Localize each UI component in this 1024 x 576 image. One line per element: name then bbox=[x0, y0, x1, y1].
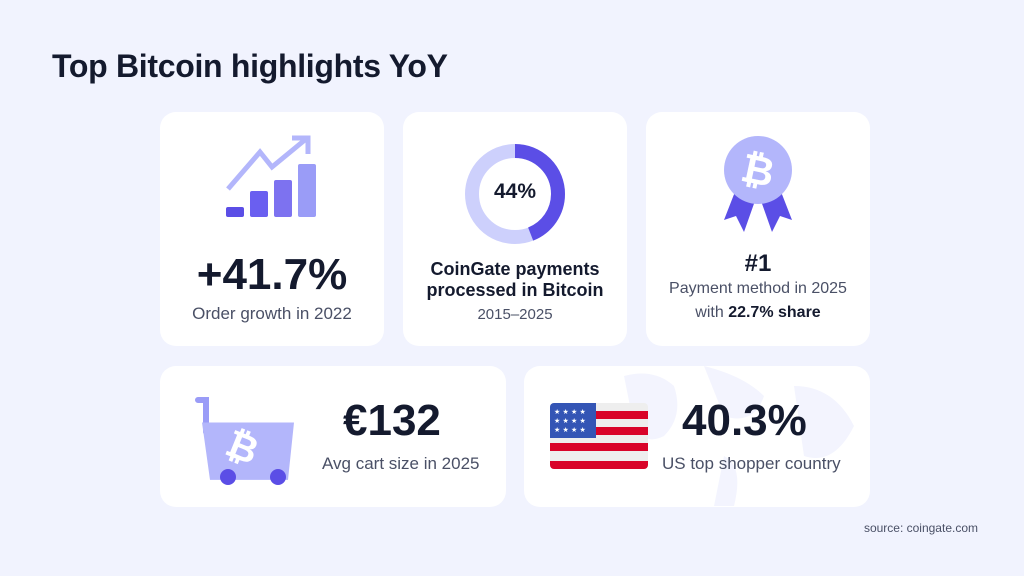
page-title: Top Bitcoin highlights YoY bbox=[52, 48, 448, 84]
payments-label-line1: CoinGate payments bbox=[430, 259, 600, 279]
source-credit: source: coingate.com bbox=[863, 521, 978, 535]
rank-share: 22.7% share bbox=[728, 304, 821, 321]
card-order-growth: +41.7% Order growth in 2022 bbox=[160, 112, 384, 346]
world-map-watermark bbox=[624, 366, 854, 506]
svg-text:★ ★ ★ ★: ★ ★ ★ ★ bbox=[554, 426, 586, 434]
rank-label-line1: Payment method in 2025 bbox=[669, 280, 847, 297]
growth-chart-icon bbox=[226, 135, 316, 217]
us-flag-icon: ★ ★ ★ ★★ ★ ★ ★★ ★ ★ ★ bbox=[550, 403, 648, 469]
order-growth-label: Order growth in 2022 bbox=[192, 304, 352, 323]
donut-value: 44% bbox=[493, 180, 537, 203]
svg-text:★ ★ ★ ★: ★ ★ ★ ★ bbox=[554, 417, 586, 425]
bitcoin-award-icon: ₿ bbox=[724, 136, 792, 232]
top-country-value: 40.3% bbox=[682, 396, 807, 445]
card-top-payment-method: ₿ #1 Payment method in 2025 with 22.7% s… bbox=[646, 112, 870, 346]
bitcoin-cart-icon: ₿ bbox=[195, 397, 294, 485]
donut-chart bbox=[465, 144, 565, 244]
rank-label-line2: with 22.7% share bbox=[646, 304, 870, 322]
rank-value: #1 bbox=[744, 250, 772, 277]
card-bitcoin-payments: 44% CoinGate payments processed in Bitco… bbox=[403, 112, 627, 346]
top-country-label: US top shopper country bbox=[662, 454, 841, 473]
rank-label-prefix: with bbox=[695, 304, 729, 321]
donut-slice-bitcoin bbox=[465, 144, 565, 244]
card-top-country: ★ ★ ★ ★ ★ ★ ★ ★ ★ ★ ★ ★ 40.3% US top shopp… bbox=[524, 366, 870, 507]
avg-cart-value: €132 bbox=[343, 396, 441, 445]
avg-cart-label: Avg cart size in 2025 bbox=[322, 454, 480, 473]
card-avg-cart: ₿ €132 Avg cart size in 2025 bbox=[160, 366, 506, 507]
payments-period: 2015–2025 bbox=[477, 306, 553, 323]
svg-text:★ ★ ★ ★: ★ ★ ★ ★ bbox=[554, 408, 586, 416]
order-growth-value: +41.7% bbox=[196, 250, 348, 299]
payments-label-line2: processed in Bitcoin bbox=[426, 280, 604, 300]
